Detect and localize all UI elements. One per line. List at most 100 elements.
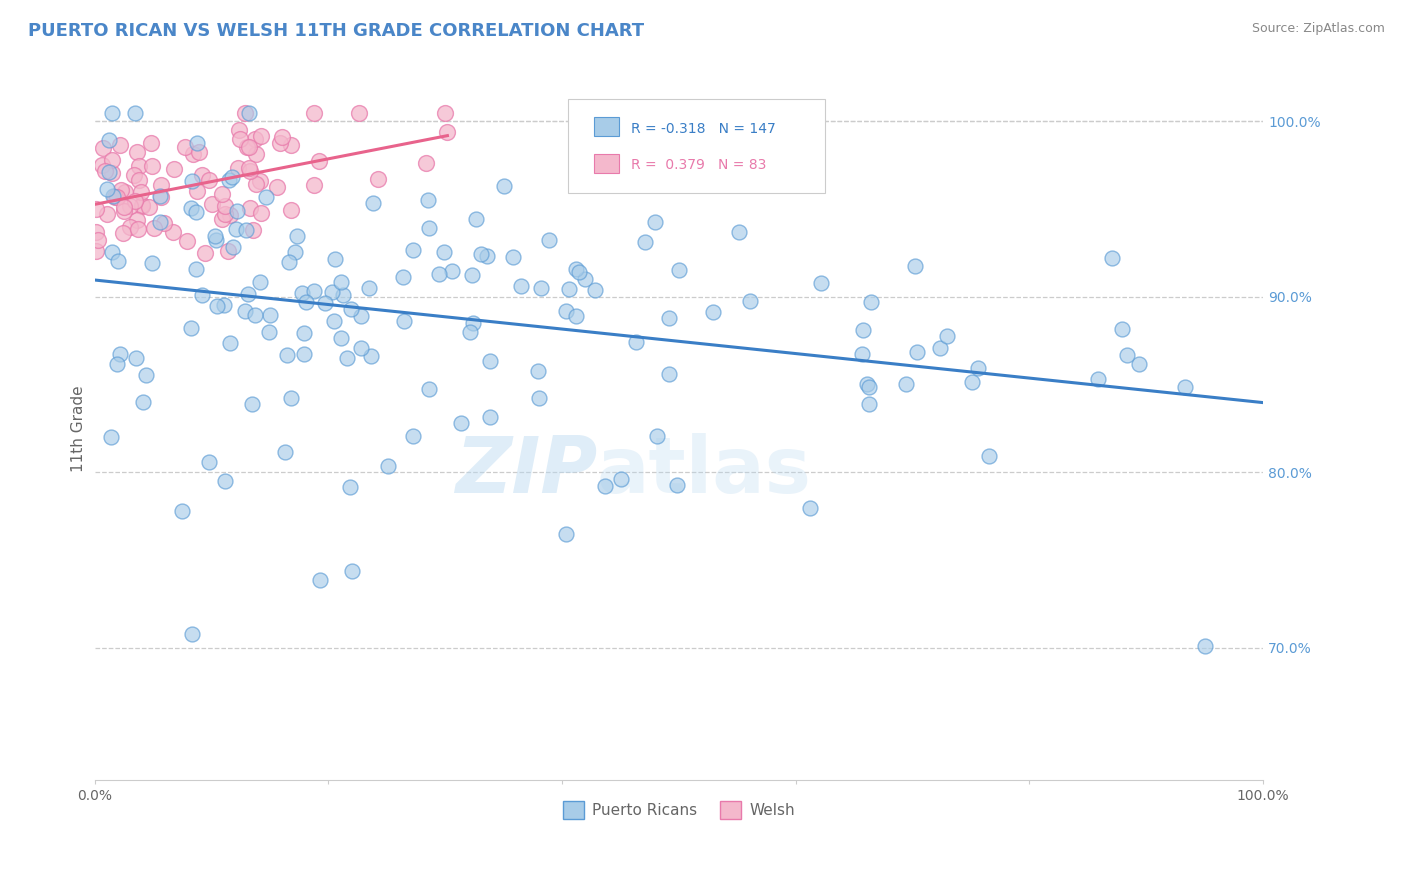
Point [323, 252, 346, 266]
Point [565, 261, 588, 276]
Point [233, 304, 256, 318]
Text: R = -0.318   N = 147: R = -0.318 N = 147 [631, 121, 776, 136]
Point [204, 229, 226, 244]
Point [280, 203, 302, 218]
Point [852, 323, 875, 337]
Point [218, 173, 240, 187]
Point [111, 226, 134, 240]
Point [249, 206, 271, 220]
Point [242, 223, 264, 237]
Point [181, 147, 204, 161]
Point [271, 130, 294, 145]
Point [280, 137, 302, 152]
Point [129, 185, 152, 199]
Point [1194, 640, 1216, 654]
Point [461, 316, 484, 330]
Point [225, 222, 247, 236]
Point [112, 203, 135, 218]
Point [433, 105, 456, 120]
Point [218, 208, 240, 222]
Point [141, 255, 163, 269]
Point [347, 105, 370, 120]
Point [418, 193, 440, 207]
Point [198, 455, 221, 469]
Point [418, 382, 440, 396]
Point [415, 156, 437, 170]
Point [245, 147, 267, 161]
Point [287, 228, 309, 243]
Point [593, 479, 616, 493]
Text: PUERTO RICAN VS WELSH 11TH GRADE CORRELATION CHART: PUERTO RICAN VS WELSH 11TH GRADE CORRELA… [28, 22, 644, 40]
Point [574, 271, 596, 285]
Point [418, 221, 440, 235]
Point [284, 244, 307, 259]
Point [977, 450, 1000, 464]
Point [896, 376, 918, 391]
Point [205, 299, 228, 313]
Point [329, 275, 352, 289]
Point [810, 276, 832, 290]
Point [107, 254, 129, 268]
Point [233, 105, 256, 120]
Point [174, 139, 197, 153]
Point [141, 136, 163, 150]
Point [332, 288, 354, 302]
Point [450, 417, 472, 431]
Point [127, 145, 149, 159]
Point [291, 285, 314, 300]
Point [350, 341, 373, 355]
Point [666, 478, 689, 492]
Point [441, 264, 464, 278]
Point [150, 178, 173, 192]
Point [340, 565, 363, 579]
Point [181, 626, 204, 640]
Point [277, 255, 299, 269]
Point [475, 248, 498, 262]
Point [502, 250, 524, 264]
Point [110, 183, 132, 197]
Point [101, 166, 124, 180]
Point [904, 259, 927, 273]
Point [243, 308, 266, 322]
Point [1128, 357, 1150, 371]
Point [188, 145, 211, 159]
Point [555, 304, 578, 318]
Point [280, 391, 302, 405]
Point [527, 363, 550, 377]
Point [538, 233, 561, 247]
Bar [593, 154, 619, 173]
Point [124, 105, 146, 120]
Point [436, 125, 458, 139]
Point [100, 244, 122, 259]
Point [138, 200, 160, 214]
Point [427, 267, 450, 281]
Point [128, 159, 150, 173]
Point [249, 275, 271, 289]
FancyBboxPatch shape [568, 98, 825, 194]
Point [302, 178, 325, 193]
Point [91, 158, 114, 172]
Point [149, 215, 172, 229]
Point [360, 350, 382, 364]
Point [239, 164, 262, 178]
Point [273, 445, 295, 459]
Point [180, 321, 202, 335]
Point [851, 347, 873, 361]
Point [163, 162, 186, 177]
Point [150, 190, 173, 204]
Point [221, 169, 243, 184]
Point [645, 428, 668, 442]
Point [609, 471, 631, 485]
Point [211, 212, 233, 227]
Point [402, 429, 425, 443]
Point [634, 235, 657, 249]
Point [84, 244, 107, 258]
Point [728, 225, 751, 239]
Point [907, 345, 929, 359]
Point [568, 265, 591, 279]
Point [339, 480, 361, 494]
Point [153, 216, 176, 230]
Point [143, 221, 166, 235]
Point [191, 169, 214, 183]
Point [238, 161, 260, 175]
